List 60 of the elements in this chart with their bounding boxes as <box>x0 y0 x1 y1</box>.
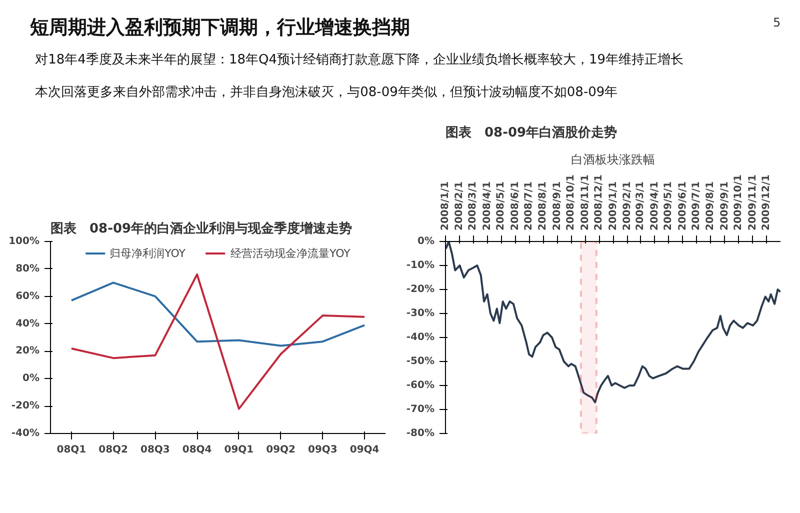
x-tick-label: 2008/10/1 <box>566 174 577 230</box>
x-tick-label: 2008/2/1 <box>454 181 466 230</box>
text: 对18年4季度及未来半年的展望：18年Q4预计经销商打款意愿下降，企业业绩负增长概率较大，19年维持正增长 <box>35 52 684 68</box>
y-tick-label: 80% <box>16 263 40 274</box>
x-tick-label: 2008/3/1 <box>468 181 479 230</box>
x-tick-label: 2009/5/1 <box>663 181 674 230</box>
chart-subtitle: 白酒板块涨跌幅 <box>571 152 655 166</box>
x-tick-label: 2009/8/1 <box>705 181 716 230</box>
y-tick-label: -40% <box>406 332 435 343</box>
y-tick-label: -40% <box>11 428 40 439</box>
legend-label: 经营活动现金净流量YOY <box>230 246 350 260</box>
x-tick-label: 2008/1/1 <box>440 181 451 230</box>
x-tick-label: 2009/9/1 <box>719 181 730 230</box>
x-tick-label: 2009/3/1 <box>635 181 646 230</box>
y-tick-label: -80% <box>406 428 435 439</box>
x-tick-label: 09Q1 <box>224 444 254 456</box>
x-tick-label: 2008/6/1 <box>510 181 521 230</box>
x-tick-label: 2008/7/1 <box>524 181 535 230</box>
x-tick-label: 2009/4/1 <box>649 181 660 230</box>
x-tick-label: 2008/5/1 <box>496 181 507 230</box>
x-tick-label: 2009/1/1 <box>608 181 619 230</box>
line-series <box>70 282 366 347</box>
y-tick-label: 0% <box>418 236 435 247</box>
x-tick-label: 2008/9/1 <box>552 181 563 230</box>
x-tick-label: 09Q2 <box>266 444 296 456</box>
x-tick-label: 09Q3 <box>308 444 338 456</box>
x-tick-label: 2008/4/1 <box>482 181 493 230</box>
legend-label: 归母净利润YOY <box>110 246 186 260</box>
x-tick-label: 2009/2/1 <box>622 181 634 230</box>
y-tick-label: -20% <box>11 400 40 412</box>
x-tick-label: 2008/8/1 <box>538 181 549 230</box>
chart-title: 图表 08-09年白酒股价走势 <box>446 124 618 140</box>
line-series <box>70 273 366 410</box>
y-tick-label: 20% <box>16 346 40 357</box>
x-tick-label: 2009/7/1 <box>691 181 702 230</box>
y-tick-label: -10% <box>406 260 435 271</box>
x-tick-label: 2009/11/1 <box>747 174 758 230</box>
x-tick-label: 2008/12/1 <box>594 174 605 230</box>
y-tick-label: 60% <box>16 290 40 302</box>
y-tick-label: -20% <box>406 284 435 295</box>
x-tick-label: 2008/11/1 <box>580 174 591 230</box>
text: 5 <box>773 16 781 30</box>
chart-title: 图表 08-09年的白酒企业利润与现金季度增速走势 <box>50 220 352 236</box>
text: 本次回落更多来自外部需求冲击，并非自身泡沫破灭，与08-09年类似，但预计波动幅度不如08-09年 <box>35 84 618 100</box>
x-tick-label: 08Q4 <box>182 444 212 456</box>
y-tick-label: 100% <box>8 236 40 247</box>
y-tick-label: 40% <box>16 318 40 330</box>
x-tick-label: 08Q3 <box>140 444 170 456</box>
y-tick-label: -70% <box>406 404 435 415</box>
y-tick-label: -60% <box>406 380 435 391</box>
y-tick-label: -50% <box>406 356 435 367</box>
y-tick-label: -30% <box>406 308 435 319</box>
x-tick-label: 2009/10/1 <box>733 174 744 230</box>
x-tick-label: 08Q2 <box>98 444 128 456</box>
x-tick-label: 09Q4 <box>350 444 380 456</box>
x-tick-label: 2009/6/1 <box>677 181 688 230</box>
text: 短周期进入盈利预期下调期，行业增速换挡期 <box>29 16 410 38</box>
x-tick-label: 2009/12/1 <box>761 174 772 230</box>
x-tick-label: 08Q1 <box>56 444 86 456</box>
y-tick-label: 0% <box>22 373 40 384</box>
